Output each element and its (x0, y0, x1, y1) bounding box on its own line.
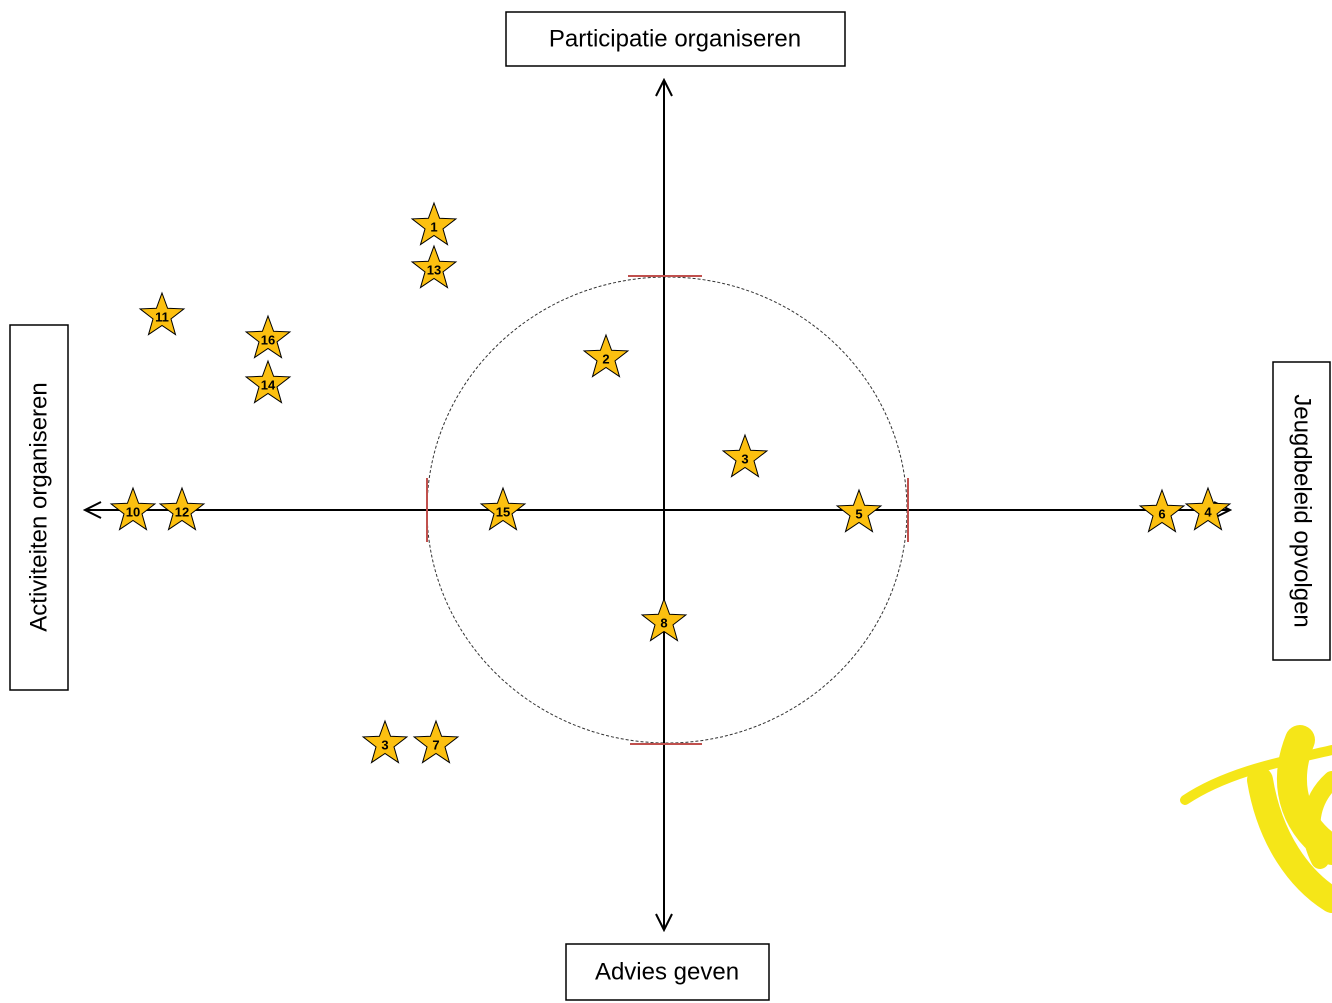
red-ticks (426, 275, 909, 745)
stars: 1 13 11 16 14 2 3 10 12 15 5 6 4 8 3 7 (109, 201, 1232, 764)
star: 3 (721, 433, 769, 478)
star-shape (410, 244, 458, 289)
star: 4 (1184, 486, 1232, 531)
star-label: 13 (427, 262, 441, 277)
star-shape (479, 486, 527, 531)
label-bottom: Advies geven (595, 958, 739, 985)
star-shape (412, 719, 460, 764)
star: 14 (244, 359, 292, 404)
star-label: 2 (602, 351, 609, 366)
star-shape (138, 291, 186, 336)
star-label: 14 (261, 377, 276, 392)
swirl (1180, 725, 1332, 913)
star: 15 (479, 486, 527, 531)
box-right (1272, 361, 1331, 661)
star: 2 (582, 333, 630, 378)
star: 8 (640, 597, 688, 642)
star-shape (361, 719, 409, 764)
star: 16 (244, 314, 292, 359)
box-left (9, 324, 69, 691)
star: 5 (835, 488, 883, 533)
star: 7 (412, 719, 460, 764)
star-label: 6 (1158, 506, 1165, 521)
star-shape (721, 433, 769, 478)
star: 10 (109, 486, 157, 531)
label-right: Jeugdbeleid opvolgen (1289, 394, 1316, 628)
star: 12 (158, 486, 206, 531)
star-shape (640, 597, 688, 642)
star-shape (109, 486, 157, 531)
star-label: 16 (261, 332, 275, 347)
star-label: 4 (1204, 504, 1212, 519)
star-label: 1 (430, 219, 437, 234)
star-shape (244, 359, 292, 404)
star-shape (158, 486, 206, 531)
star: 13 (410, 244, 458, 289)
star: 6 (1138, 488, 1186, 533)
star-label: 12 (175, 504, 189, 519)
star-label: 10 (126, 504, 140, 519)
star-shape (1184, 486, 1232, 531)
star-label: 7 (432, 737, 439, 752)
label-top: Participatie organiseren (549, 25, 801, 52)
box-bottom (565, 943, 770, 1001)
star: 11 (138, 291, 186, 336)
star-shape (244, 314, 292, 359)
star-shape (1138, 488, 1186, 533)
star-shape (835, 488, 883, 533)
star-shape (410, 201, 458, 246)
star: 1 (410, 201, 458, 246)
star-label: 8 (660, 615, 667, 630)
star-label: 3 (381, 737, 388, 752)
star: 3 (361, 719, 409, 764)
star-label: 11 (155, 309, 169, 324)
star-shape (582, 333, 630, 378)
box-top (505, 11, 846, 67)
label-left: Activiteiten organiseren (25, 382, 52, 631)
star-label: 5 (855, 506, 862, 521)
star-label: 3 (741, 451, 748, 466)
star-label: 15 (496, 504, 510, 519)
